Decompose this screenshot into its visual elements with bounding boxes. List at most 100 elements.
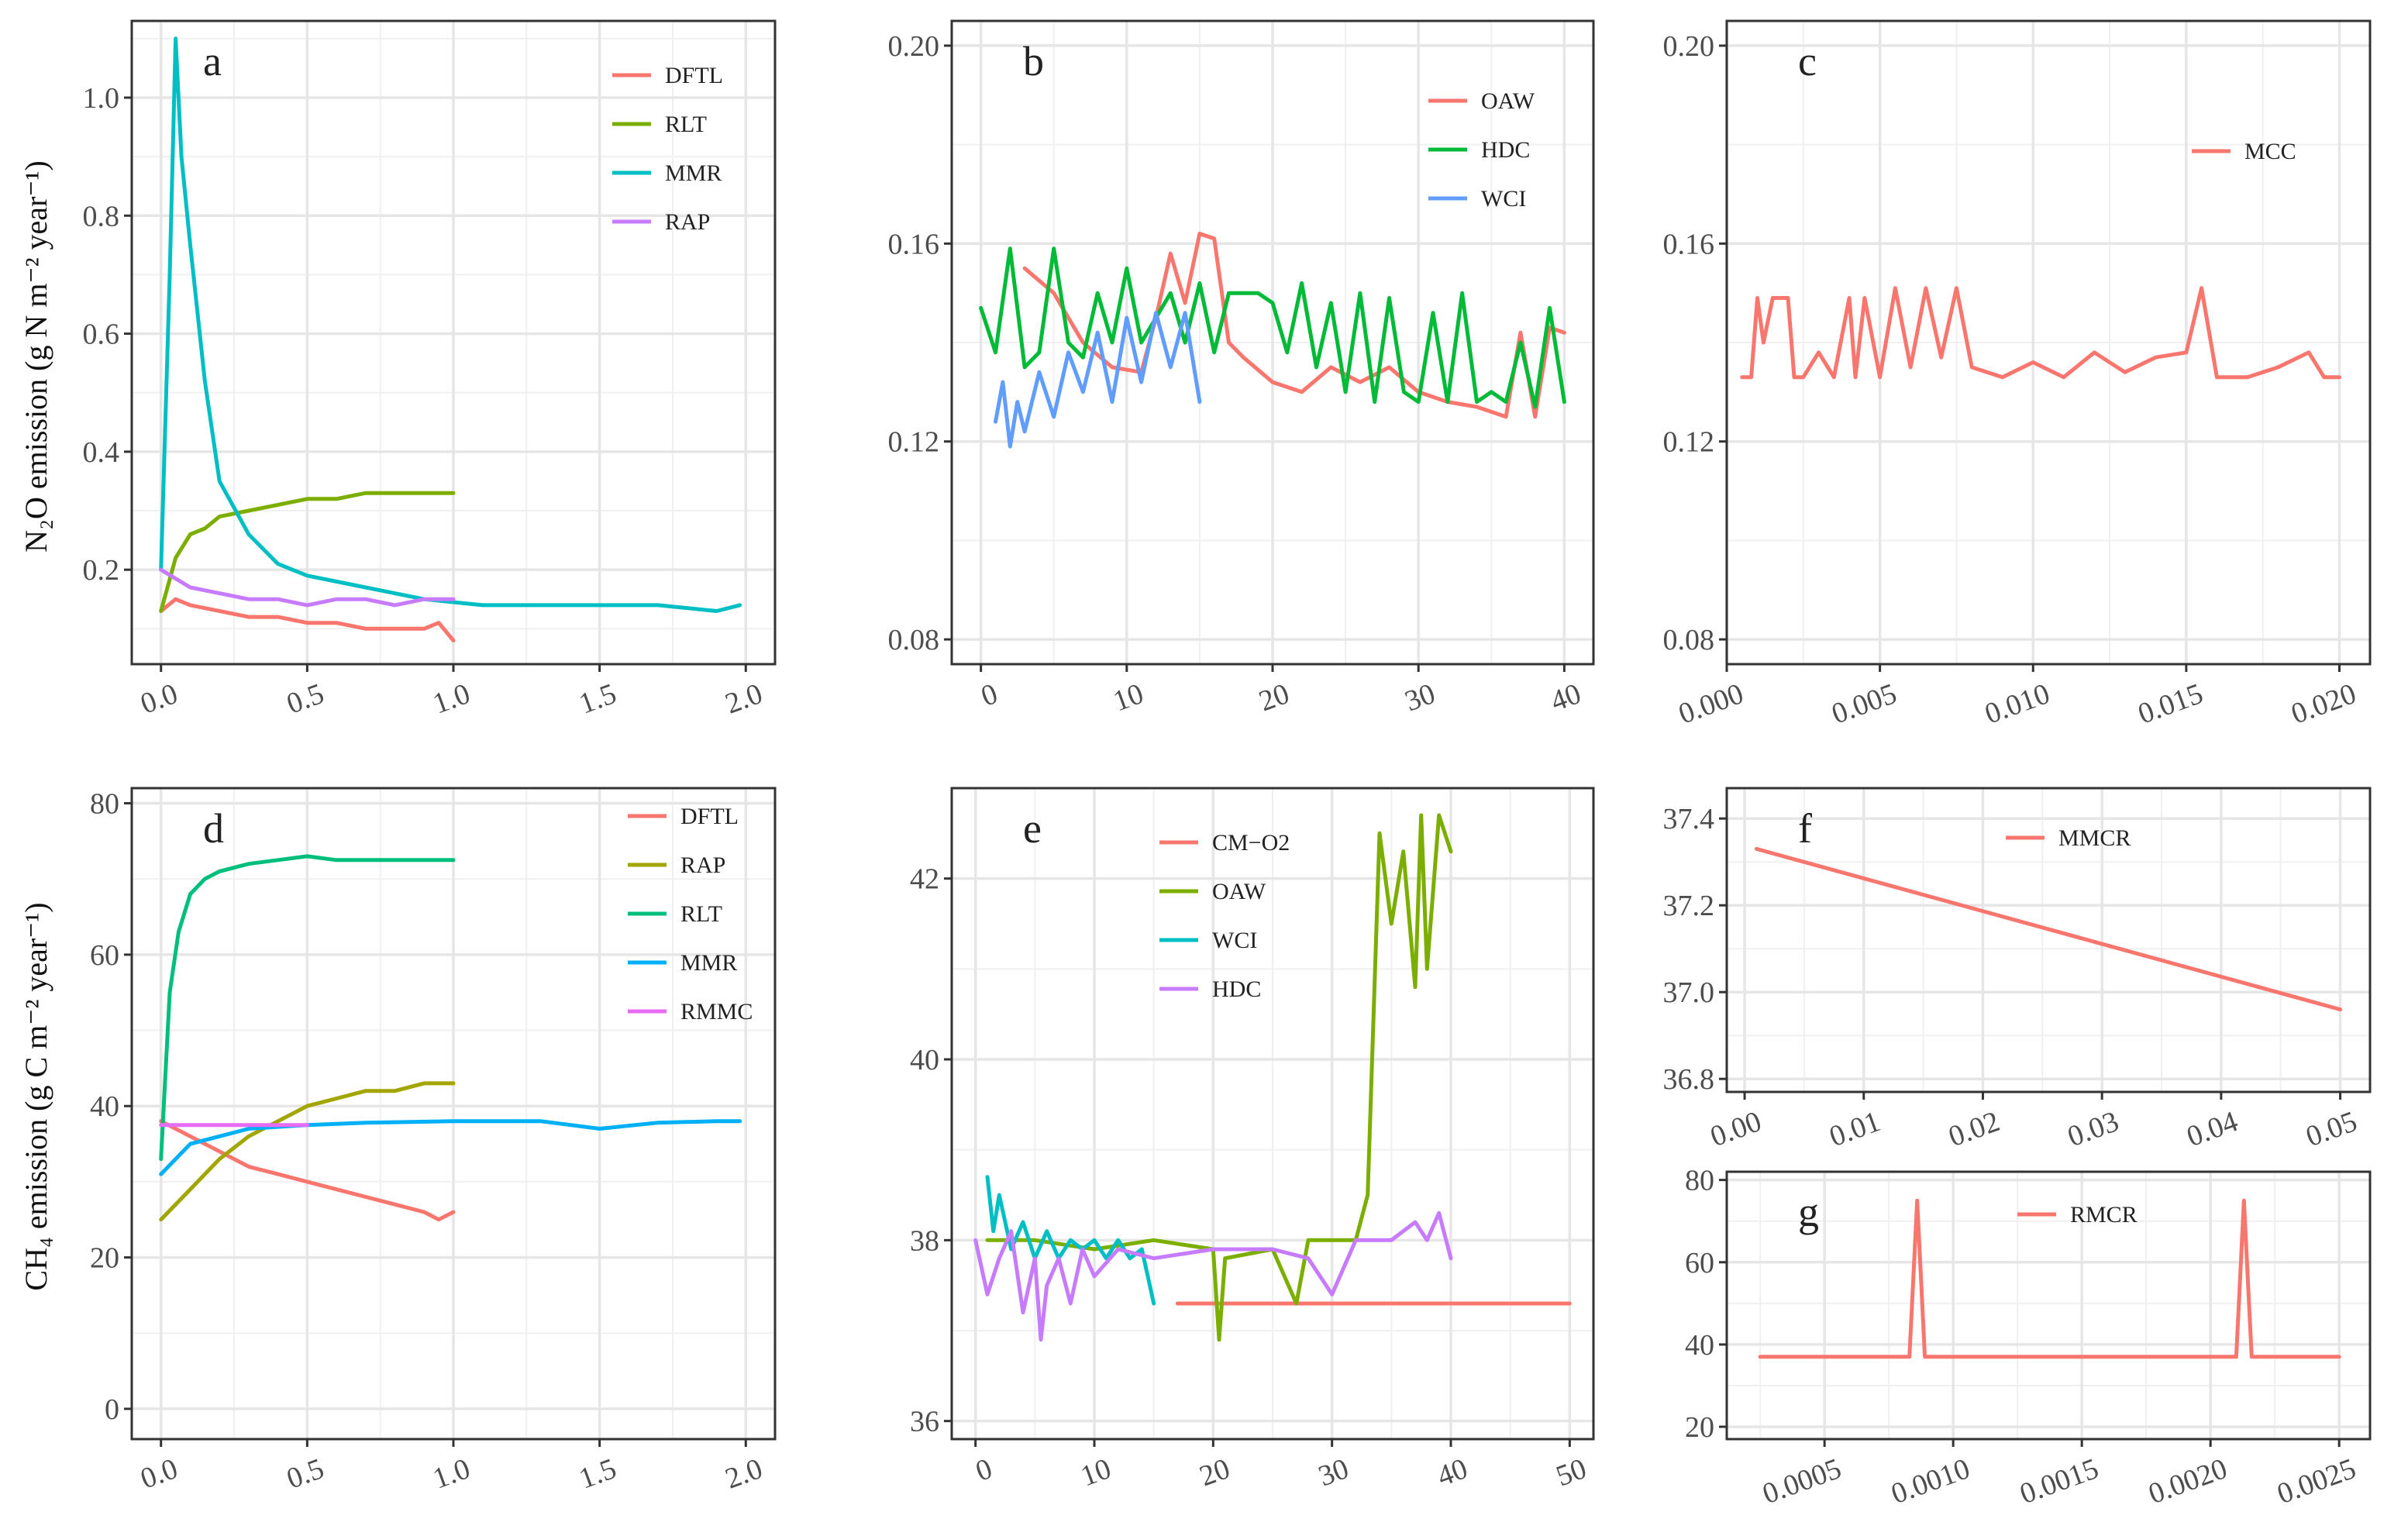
x-tick-label: 0 (972, 1452, 997, 1488)
series-line-rap (159, 1081, 456, 1222)
legend-label: RMCR (2070, 1202, 2138, 1228)
legend-label: OAW (1212, 879, 1266, 904)
y-tick-label: 80 (90, 788, 119, 821)
panel-letter: a (203, 38, 222, 84)
panel-f: 0.00 0.01 0.02 0.03 0.04 0.05 36.8 37.0 37.2 37.4… (1663, 787, 2372, 1153)
x-tick-label: 0.02 (1945, 1105, 2004, 1153)
x-tick-label: 40 (1546, 677, 1585, 718)
legend-label: MMR (665, 160, 722, 186)
plot-frame (1725, 787, 2372, 1093)
series-line-mmr (159, 36, 742, 613)
panel-g: 0.0005 0.0010 0.0015 0.0020 0.0025 20 40 60 80 g R… (1685, 1165, 2372, 1510)
y-tick-label: 0.16 (888, 228, 940, 260)
legend-label: HDC (1212, 976, 1261, 1002)
x-tick-label: 0.01 (1825, 1105, 1885, 1153)
legend-label: RLT (680, 901, 722, 927)
legend-label: DFTL (665, 63, 723, 88)
legend: DFTL RAP RLT MMR RMMC (628, 804, 753, 1024)
y-tick-label: 0.20 (1663, 30, 1715, 63)
panel-letter: d (203, 805, 224, 852)
y-tick-label: 0.08 (888, 624, 940, 656)
x-tick-label: 0.05 (2302, 1105, 2361, 1153)
legend-label: CM−O2 (1212, 830, 1290, 856)
y-tick-label: 0.16 (1663, 228, 1715, 260)
y-tick-label: 37.4 (1663, 803, 1715, 835)
y-tick-label: 0.08 (1663, 624, 1715, 656)
series-line-rmcr (1758, 1198, 2341, 1359)
x-tick-label: 30 (1314, 1452, 1353, 1493)
y-tick-label: 0.12 (1663, 426, 1715, 459)
x-tick-label: 0.0 (136, 1452, 182, 1496)
y-tick-label: 40 (1685, 1329, 1714, 1362)
legend-label: RAP (680, 852, 725, 878)
panel-a: 0.0 0.5 1.0 1.5 2.0 0.2 0.4 0.6 0.8 1.0 a DFTL RLT MM… (83, 19, 777, 721)
x-tick-label: 1.0 (429, 677, 474, 721)
x-tick-label: 0.000 (1674, 677, 1748, 731)
series-line-mmcr (1754, 846, 2343, 1012)
x-tick-label: 0.03 (2063, 1105, 2123, 1153)
panel-d: 0.0 0.5 1.0 1.5 2.0 0 20 40 60 80 d DFTL RAP RLT MMR RM… (90, 787, 777, 1496)
series-line-hdc (979, 246, 1566, 409)
legend-label: RMMC (680, 999, 753, 1024)
x-tick-label: 2.0 (721, 1452, 766, 1496)
y-axis-title-top: N₂O emission (g N m⁻² year⁻¹) (19, 160, 53, 553)
x-tick-label: 0.0005 (1759, 1452, 1846, 1510)
legend-label: RLT (665, 112, 707, 137)
x-tick-label: 0.015 (2134, 677, 2207, 731)
y-tick-label: 0.8 (83, 200, 120, 232)
legend-label: MMR (680, 950, 737, 976)
series-line-rap (159, 567, 456, 608)
series-line-oaw (985, 813, 1453, 1342)
series-line-rlt (159, 491, 456, 613)
x-tick-label: 0.0 (136, 677, 182, 721)
legend: RMCR (2017, 1202, 2138, 1228)
y-tick-label: 42 (910, 863, 939, 896)
panel-letter: g (1798, 1189, 1819, 1235)
x-tick-label: 50 (1552, 1452, 1590, 1493)
plot-frame (1725, 1170, 2372, 1441)
x-tick-label: 0.0020 (2144, 1452, 2232, 1510)
y-tick-label: 0 (105, 1393, 119, 1426)
y-tick-label: 36 (910, 1406, 939, 1438)
y-tick-label: 40 (910, 1044, 939, 1076)
x-tick-label: 10 (1109, 677, 1148, 718)
legend-label: DFTL (680, 804, 739, 829)
y-tick-label: 37.0 (1663, 976, 1715, 1009)
panel-c: 0.000 0.005 0.010 0.015 0.020 0.08 0.12 0.16 0.2… (1663, 19, 2372, 731)
panel-letter: e (1023, 805, 1042, 852)
x-tick-label: 0.0015 (2016, 1452, 2103, 1510)
legend: OAW HDC WCI (1428, 88, 1535, 212)
x-tick-label: 2.0 (721, 677, 766, 721)
x-tick-label: 40 (1433, 1452, 1472, 1493)
series-line-dftl (159, 1119, 456, 1222)
x-tick-label: 0.020 (2287, 677, 2361, 731)
y-tick-label: 1.0 (83, 82, 120, 115)
y-axis-title-bottom: CH₄ emission (g C m⁻² year⁻¹) (19, 902, 53, 1290)
y-tick-label: 0.20 (888, 30, 940, 63)
series-line-dftl (159, 597, 456, 642)
x-tick-label: 1.5 (575, 1452, 621, 1496)
panel-letter: b (1023, 38, 1044, 84)
legend-label: WCI (1481, 186, 1526, 212)
x-tick-label: 30 (1400, 677, 1439, 718)
y-tick-label: 60 (90, 939, 119, 972)
panel-b: 0 10 20 30 40 0.08 0.12 0.16 0.20 b OAW HDC WCI (888, 19, 1595, 718)
legend-label: OAW (1481, 88, 1535, 114)
y-tick-label: 36.8 (1663, 1063, 1715, 1096)
series-line-mcc (1740, 286, 2341, 380)
x-tick-label: 20 (1195, 1452, 1234, 1493)
panel-letter: f (1798, 805, 1812, 852)
legend: MMCR (2006, 825, 2131, 851)
y-tick-label: 20 (90, 1242, 119, 1275)
legend: DFTL RLT MMR RAP (612, 63, 723, 235)
y-tick-label: 0.6 (83, 319, 120, 351)
legend: CM−O2 OAW WCI HDC (1159, 830, 1290, 1002)
legend-label: WCI (1212, 928, 1257, 953)
x-tick-label: 10 (1077, 1452, 1115, 1493)
series-line-mmr (159, 1119, 742, 1176)
legend-label: HDC (1481, 137, 1530, 163)
legend-label: RAP (665, 209, 710, 235)
y-tick-label: 38 (910, 1224, 939, 1257)
y-tick-label: 60 (1685, 1247, 1714, 1279)
